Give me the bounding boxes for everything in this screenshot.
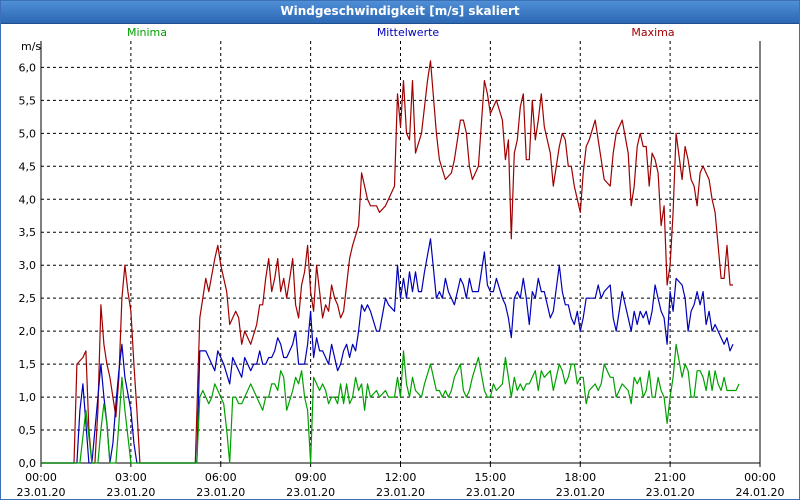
y-tick-label: 1,5	[19, 358, 37, 371]
x-tick-date: 23.01.20	[466, 486, 515, 499]
x-tick-time: 06:00	[205, 471, 237, 484]
x-tick-time: 21:00	[654, 471, 686, 484]
y-tick-label: 2,5	[19, 292, 37, 305]
y-tick-label: 3,5	[19, 226, 37, 239]
window-title: Windgeschwindigkeit [m/s] skaliert	[280, 4, 520, 18]
x-tick-time: 00:00	[744, 471, 776, 484]
legend-maxima: Maxima	[631, 26, 674, 39]
x-tick-time: 03:00	[115, 471, 147, 484]
series-line-minima	[41, 343, 740, 464]
series-line-mittelwerte	[41, 238, 734, 464]
y-tick-label: 3,0	[19, 259, 37, 272]
title-bar: Windgeschwindigkeit [m/s] skaliert	[1, 1, 799, 24]
y-tick-label: 6,0	[19, 61, 37, 74]
x-tick-time: 18:00	[564, 471, 596, 484]
legend-mittelwerte: Mittelwerte	[377, 26, 440, 39]
y-tick-label: 1,0	[19, 391, 37, 404]
y-tick-label: 0,5	[19, 424, 37, 437]
x-tick-date: 23.01.20	[286, 486, 335, 499]
series-line-maxima	[41, 60, 733, 464]
x-tick-date: 24.01.20	[736, 486, 785, 499]
x-tick-date: 23.01.20	[556, 486, 605, 499]
legend-minima: Minima	[127, 26, 167, 39]
x-tick-date: 23.01.20	[106, 486, 155, 499]
x-tick-time: 15:00	[475, 471, 507, 484]
x-tick-date: 23.01.20	[646, 486, 695, 499]
x-tick-date: 23.01.20	[17, 486, 66, 499]
y-tick-label: 5,0	[19, 127, 37, 140]
x-tick-time: 09:00	[295, 471, 327, 484]
y-tick-label: 2,0	[19, 325, 37, 338]
y-tick-label: 4,5	[19, 160, 37, 173]
y-axis-unit-label: m/s	[21, 40, 41, 53]
y-tick-label: 4,0	[19, 193, 37, 206]
x-tick-date: 23.01.20	[196, 486, 245, 499]
x-tick-time: 12:00	[385, 471, 417, 484]
x-tick-time: 00:00	[25, 471, 57, 484]
x-tick-date: 23.01.20	[376, 486, 425, 499]
y-tick-label: 5,5	[19, 94, 37, 107]
y-tick-label: 0,0	[19, 457, 37, 470]
